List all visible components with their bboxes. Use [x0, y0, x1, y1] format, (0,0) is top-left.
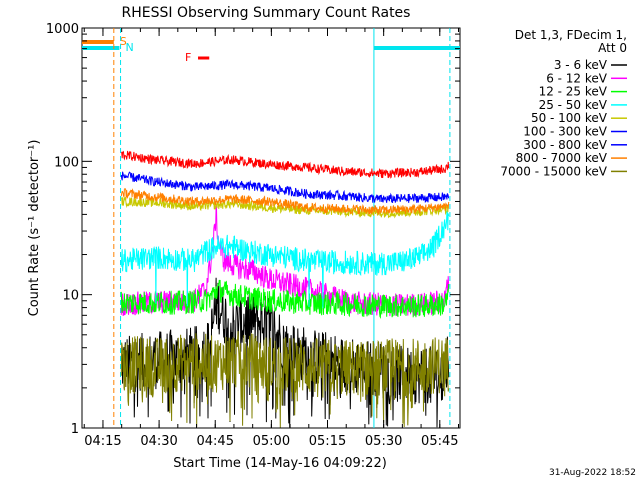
footer-timestamp: 31-Aug-2022 18:52 [549, 468, 636, 478]
series-line [120, 330, 450, 428]
legend-label: 800 - 7000 keV [516, 151, 608, 165]
x-tick-label: 05:45 [421, 434, 458, 449]
series-line [120, 209, 450, 309]
y-axis-label: Count Rate (s⁻¹ detector⁻¹) [27, 140, 42, 317]
legend-title: Att 0 [598, 41, 627, 55]
series-line [120, 279, 450, 320]
legend-label: 100 - 300 keV [523, 125, 607, 139]
y-tick-label: 10 [62, 289, 79, 304]
series-line [120, 188, 450, 215]
series-layer [120, 150, 450, 428]
y-tick-label: 100 [54, 155, 79, 170]
x-tick-label: 05:30 [365, 434, 402, 449]
chart-title: RHESSI Observing Summary Count Rates [122, 5, 411, 21]
legend-label: 3 - 6 keV [554, 58, 608, 72]
saa-flag-label: S [120, 35, 127, 48]
series-line [120, 196, 449, 219]
x-tick-label: 04:15 [84, 434, 121, 449]
x-axis-label: Start Time (14-May-16 04:09:22) [173, 456, 387, 471]
legend-title: Det 1,3, FDecim 1, [515, 28, 627, 42]
legend-label: 50 - 100 keV [531, 111, 608, 125]
legend-label: 6 - 12 keV [546, 71, 608, 85]
x-tick-label: 05:00 [253, 434, 290, 449]
legend-label: 25 - 50 keV [539, 98, 608, 112]
legend-label: 300 - 800 keV [523, 138, 607, 152]
series-line [120, 150, 450, 179]
night-flag-label: N [126, 41, 134, 54]
y-tick-label: 1000 [46, 22, 79, 37]
axes-layer: 04:15 04:30 04:45 05:00 05:15 05:30 05:45 1 10 10… [46, 22, 460, 449]
flare-flag-label: F [185, 51, 191, 64]
series-line [120, 171, 450, 204]
x-tick-label: 05:15 [309, 434, 346, 449]
x-tick-label: 04:30 [140, 434, 177, 449]
legend-label: 7000 - 15000 keV [500, 164, 607, 178]
x-tick-label: 04:45 [197, 434, 234, 449]
y-tick-label: 1 [71, 422, 79, 437]
legend-label: 12 - 25 keV [539, 85, 608, 99]
